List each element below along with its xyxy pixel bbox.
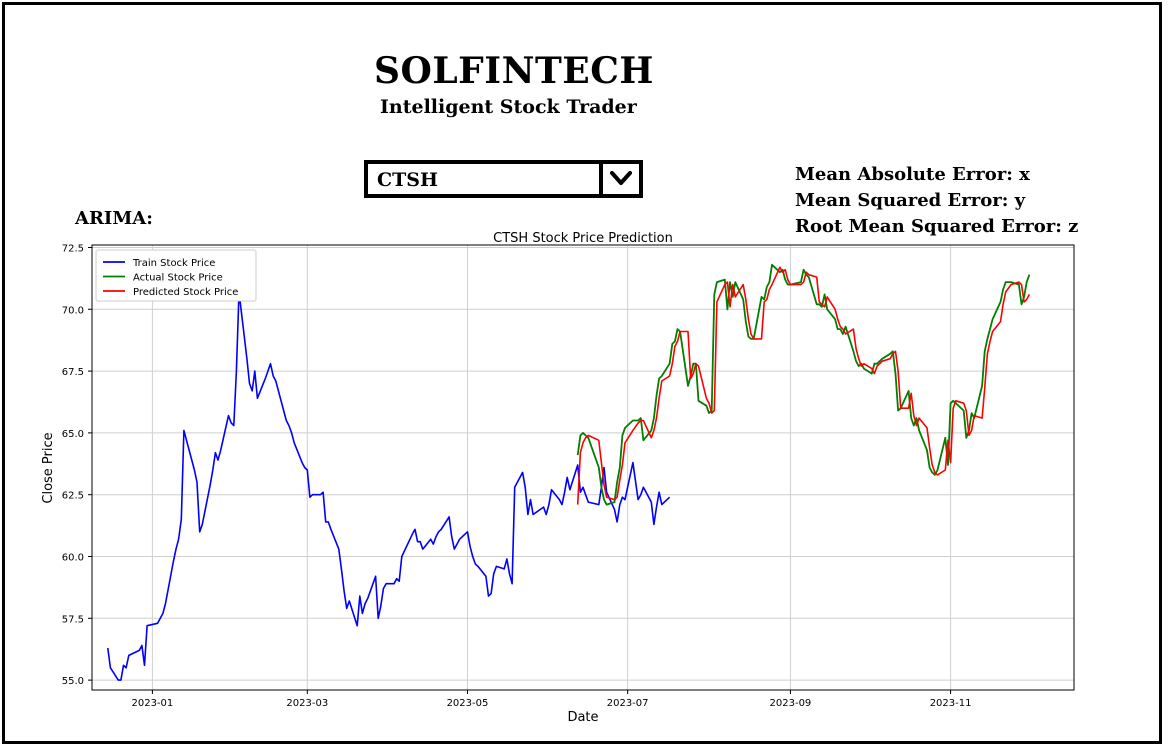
ticker-select[interactable]: CTSH xyxy=(364,160,643,198)
series-line-predicted-stock-price xyxy=(576,266,1031,505)
y-tick-label: 65.0 xyxy=(62,429,84,440)
x-tick-label: 2023-03 xyxy=(286,698,328,709)
page-frame xyxy=(2,2,1162,744)
x-axis-label: Date xyxy=(567,710,598,725)
mse-metric: Mean Squared Error: y xyxy=(795,190,1026,211)
metrics-panel: Mean Absolute Error: x Mean Squared Erro… xyxy=(795,162,1078,240)
ticker-select-value: CTSH xyxy=(377,169,438,191)
chart-title: CTSH Stock Price Prediction xyxy=(493,231,673,246)
y-axis-label: Close Price xyxy=(41,432,56,503)
series-line-actual-stock-price xyxy=(576,263,1031,506)
model-label: ARIMA: xyxy=(75,208,153,229)
y-tick-label: 55.0 xyxy=(62,676,84,687)
y-tick-label: 60.0 xyxy=(62,553,84,564)
rmse-metric: Root Mean Squared Error: z xyxy=(795,216,1079,237)
x-axis-ticks: 2023-01 2023-03 2023-05 2023-07 2023-09 2023-… xyxy=(131,690,971,709)
y-tick-label: 70.0 xyxy=(62,305,84,316)
chart-legend: Train Stock Price Actual Stock Price Predi… xyxy=(95,249,257,302)
y-tick-label: 57.5 xyxy=(62,614,84,625)
chart-series xyxy=(107,263,1031,681)
x-tick-label: 2023-09 xyxy=(770,698,812,709)
chart-grid xyxy=(92,245,1074,690)
mae-metric: Mean Absolute Error: x xyxy=(795,164,1030,185)
y-tick-label: 72.5 xyxy=(62,243,84,254)
plot-area-frame xyxy=(91,244,1075,691)
x-tick-label: 2023-07 xyxy=(607,698,649,709)
brand-title: SOLFINTECH xyxy=(374,50,654,92)
y-tick-label: 67.5 xyxy=(62,367,84,378)
y-tick-label: 62.5 xyxy=(62,491,84,502)
legend-entry: Predicted Stock Price xyxy=(133,287,238,298)
legend-entry: Train Stock Price xyxy=(132,258,215,269)
chevron-down-icon[interactable] xyxy=(599,164,639,194)
legend-entry: Actual Stock Price xyxy=(133,273,223,284)
x-tick-label: 2023-01 xyxy=(131,698,173,709)
price-chart: CTSH Stock Price Prediction 55.0 57.5 60.0… xyxy=(41,231,1075,725)
series-line-train-stock-price xyxy=(107,291,671,681)
legend-box xyxy=(95,249,257,302)
y-axis-ticks: 55.0 57.5 60.0 62.5 65.0 67.5 70.0 72.5 xyxy=(62,243,92,687)
brand-subtitle: Intelligent Stock Trader xyxy=(380,96,637,118)
x-tick-label: 2023-11 xyxy=(930,698,972,709)
x-tick-label: 2023-05 xyxy=(447,698,489,709)
